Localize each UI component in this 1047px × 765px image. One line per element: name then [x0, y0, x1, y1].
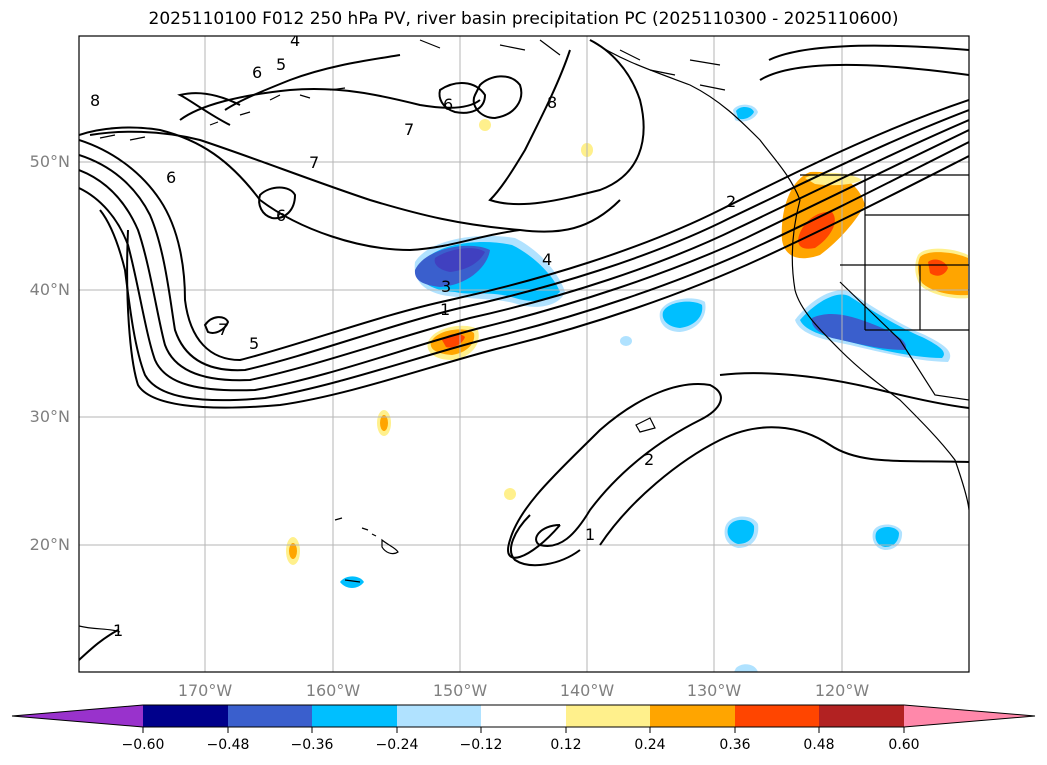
colorbar-extend-low [12, 705, 143, 727]
pv-contour-line [488, 39, 645, 206]
contour-label: 8 [547, 93, 557, 112]
map-background [79, 36, 969, 672]
positive-pc-area [289, 543, 297, 559]
pv-contours [79, 39, 969, 661]
pv-contour-line [79, 119, 969, 382]
pv-contour-line [759, 64, 969, 81]
positive-pc-area [479, 119, 491, 131]
colorbar-segment [397, 705, 481, 727]
pv-contour-line [719, 372, 969, 409]
negative-pc-area [734, 664, 758, 672]
colorbar [11, 704, 1036, 733]
lon-label: 170°W [177, 681, 233, 700]
contour-label: 7 [404, 120, 414, 139]
graticule [79, 36, 969, 672]
negative-pc-area [875, 527, 899, 547]
lat-label: 20°N [29, 535, 70, 554]
contour-label: 3 [441, 277, 451, 296]
contour-label: 5 [249, 334, 259, 353]
contour-label: 4 [290, 31, 300, 50]
colorbar-segment [228, 705, 312, 727]
pv-contour-line [507, 383, 722, 559]
pv-contour-line [472, 75, 523, 120]
colorbar-segment [819, 705, 904, 727]
contour-labels: 4 5 6 8 6 7 8 7 6 6 7 5 3 1 4 2 2 1 1 [90, 31, 736, 640]
pv-contour-line [768, 44, 969, 61]
pv-contour-line [599, 426, 969, 546]
colorbar-segment [481, 705, 566, 727]
pv-contour-line [79, 99, 969, 362]
colorbar-tick-label: 0.60 [888, 737, 920, 753]
pv-contour-line [79, 629, 119, 661]
positive-pc-area [928, 259, 948, 276]
pv-contour-line [79, 126, 521, 252]
contour-label: 6 [443, 95, 453, 114]
pv-contour-line [258, 186, 297, 220]
colorbar-tick-label: −0.36 [290, 737, 334, 753]
pv-contour-line [79, 109, 969, 372]
colorbar-tick-label: 0.48 [803, 737, 835, 753]
pv-contour-line [126, 155, 969, 409]
colorbar-segment [650, 705, 735, 727]
pv-contour-line [224, 54, 401, 111]
positive-pc-area [798, 211, 835, 249]
colorbar-tick-label: 0.12 [550, 737, 582, 753]
precipitation-shading [286, 104, 968, 672]
colorbar-tick-label: −0.12 [459, 737, 503, 753]
pv-contour-line [99, 141, 969, 402]
contour-label: 8 [90, 91, 100, 110]
lon-label: 140°W [559, 681, 615, 700]
contour-label: 6 [276, 206, 286, 225]
colorbar-tick-label: −0.24 [375, 737, 419, 753]
positive-pc-area [504, 488, 516, 500]
contour-label: 6 [252, 63, 262, 82]
colorbar-tick-label: 0.36 [719, 737, 751, 753]
lon-label: 150°W [432, 681, 488, 700]
lon-label: 130°W [686, 681, 742, 700]
lat-label: 30°N [29, 407, 70, 426]
colorbar-tick-label: −0.48 [206, 737, 250, 753]
lat-label: 40°N [29, 280, 70, 299]
colorbar-tick-label: 0.24 [634, 737, 666, 753]
contour-label: 7 [218, 320, 228, 339]
lat-label: 50°N [29, 152, 70, 171]
pv-contour-line [89, 130, 621, 233]
pv-contour-line [510, 514, 581, 567]
contour-label: 5 [276, 55, 286, 74]
contour-label: 2 [644, 450, 654, 469]
negative-pc-area [340, 576, 364, 588]
negative-pc-area [620, 336, 632, 346]
contour-label: 6 [166, 168, 176, 187]
colorbar-segment [143, 705, 228, 727]
negative-pc-area [727, 519, 755, 544]
colorbar-segment [312, 705, 397, 727]
map-frame [78, 35, 970, 673]
contour-label: 1 [440, 300, 450, 319]
lon-label: 160°W [305, 681, 361, 700]
contour-label: 1 [585, 525, 595, 544]
pv-contour-line [79, 129, 969, 392]
negative-pc-area [811, 314, 906, 350]
negative-pc-area [736, 106, 754, 120]
negative-pc-area [662, 301, 703, 328]
pv-contour-line [203, 316, 230, 334]
contour-label: 1 [113, 621, 123, 640]
pv-contour-line [438, 82, 487, 114]
colorbar-tick-label: −0.60 [121, 737, 165, 753]
contour-label: 2 [726, 192, 736, 211]
map-title: 2025110100 F012 250 hPa PV, river basin … [148, 9, 899, 29]
lon-label: 120°W [814, 681, 870, 700]
colorbar-segment [735, 705, 819, 727]
contour-label: 7 [309, 153, 319, 172]
colorbar-segment [566, 705, 650, 727]
positive-pc-area [380, 415, 388, 431]
contour-label: 4 [542, 250, 552, 269]
pv-contour-line [177, 92, 241, 126]
colorbar-extend-high [904, 705, 1035, 727]
